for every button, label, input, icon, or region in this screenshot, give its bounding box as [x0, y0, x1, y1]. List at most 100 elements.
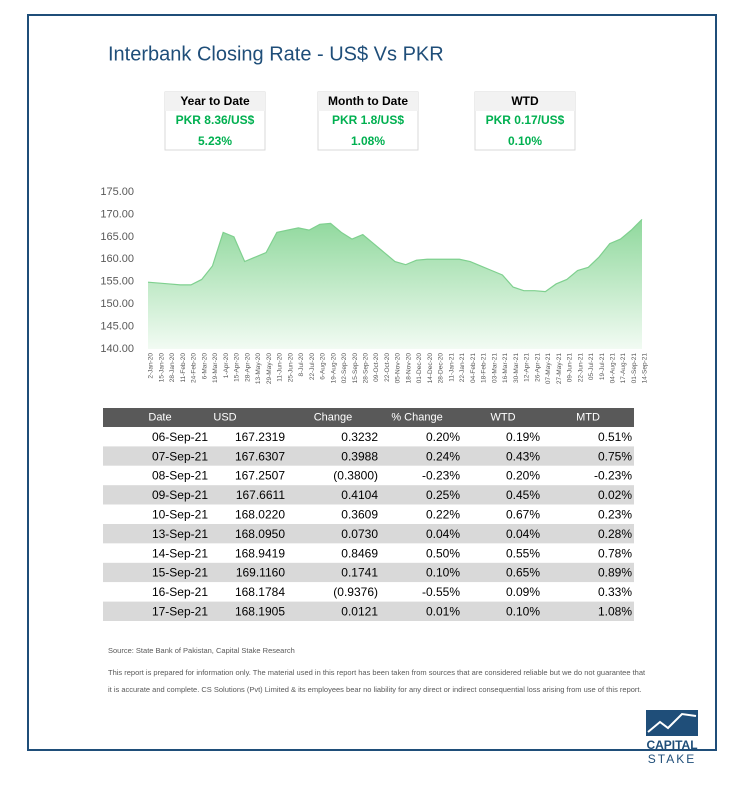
column-header: USD [213, 411, 236, 423]
table-cell: 169.1160 [236, 566, 285, 580]
table-row [103, 543, 634, 563]
table-cell: 16-Sep-21 [152, 585, 208, 599]
x-tick-label: 19-Jul-21 [599, 353, 606, 380]
table-cell: 0.22% [426, 507, 460, 521]
table-cell: 0.0121 [341, 604, 378, 618]
table-cell: 17-Sep-21 [152, 604, 208, 618]
box-value: PKR 1.8/US$ [332, 113, 404, 127]
x-tick-label: 13-May-20 [255, 353, 262, 384]
x-tick-label: 26-Apr-21 [534, 353, 541, 382]
table-cell: 168.1905 [235, 604, 285, 618]
table-cell: 0.78% [598, 546, 632, 560]
x-tick-label: 15-Jan-20 [158, 353, 165, 383]
source: Source: State Bank of Pakistan, Capital … [108, 646, 295, 655]
y-tick-label: 170.00 [100, 208, 134, 220]
table-cell: 0.45% [506, 488, 540, 502]
table-cell: 13-Sep-21 [152, 527, 208, 541]
disclaimer: This report is prepared for information … [108, 668, 646, 677]
x-tick-label: 6-Mar-20 [201, 353, 208, 380]
x-tick-label: 12-Apr-21 [524, 353, 531, 382]
table-cell: 0.23% [598, 507, 632, 521]
table-cell: -0.23% [594, 469, 632, 483]
x-tick-label: 22-Jun-21 [577, 353, 584, 383]
table-cell: 0.09% [506, 585, 540, 599]
table-cell: 168.1784 [235, 585, 285, 599]
x-tick-label: 15-Sep-20 [352, 353, 359, 384]
column-header: Change [314, 411, 353, 423]
table-cell: 0.51% [598, 430, 632, 444]
x-tick-label: 19-Mar-20 [212, 353, 219, 383]
table-cell: 0.50% [426, 546, 460, 560]
table-cell: 0.01% [426, 604, 460, 618]
x-tick-label: 22-Jul-20 [309, 353, 316, 380]
column-header: WTD [490, 411, 515, 423]
box-header [475, 92, 575, 111]
x-tick-label: 27-May-21 [556, 353, 563, 384]
logo-line [647, 712, 697, 733]
y-tick-label: 175.00 [100, 186, 134, 198]
table-cell: 0.4104 [341, 488, 378, 502]
table-cell: (0.3800) [333, 469, 378, 483]
table-cell: 0.04% [506, 527, 540, 541]
table-cell: 0.20% [426, 430, 460, 444]
box-value: 1.08% [351, 134, 385, 148]
table-cell: 168.0220 [235, 507, 285, 521]
table-cell: 0.43% [506, 449, 540, 463]
table-cell: 0.67% [506, 507, 540, 521]
table-cell: 0.75% [598, 449, 632, 463]
x-tick-label: 01-Dec-20 [416, 353, 423, 384]
table-cell: 168.9419 [235, 546, 285, 560]
logo-text: CAPITAL [646, 738, 697, 752]
y-tick-label: 150.00 [100, 298, 134, 310]
table-cell: 0.24% [426, 449, 460, 463]
x-tick-label: 22-Jan-21 [459, 353, 466, 383]
table-cell: 06-Sep-21 [152, 430, 208, 444]
table-row [103, 465, 634, 486]
table-row [103, 562, 634, 583]
summary-boxes: Year to Date PKR 8.36/US$ 5.23% Month to Da… [164, 91, 576, 151]
x-tick-label: 18-Feb-21 [481, 353, 488, 383]
table-row [103, 485, 634, 505]
table-cell: 0.10% [506, 604, 540, 618]
table-cell: 0.1741 [341, 566, 378, 580]
box-value: 5.23% [198, 134, 232, 148]
x-tick-label: 04-Feb-21 [470, 353, 477, 383]
table-cell: 0.04% [426, 527, 460, 541]
x-tick-label: 09-Jun-21 [567, 353, 574, 383]
x-tick-label: 8-Jul-20 [298, 353, 305, 377]
box-header [165, 92, 265, 111]
x-tick-label: 22-Oct-20 [384, 353, 391, 382]
title: Interbank Closing Rate - US$ Vs PKR [108, 43, 444, 65]
table-cell: 167.6611 [236, 488, 285, 502]
x-tick-label: 1-Apr-20 [223, 353, 230, 379]
disclaimer: it is accurate and complete. CS Solution… [108, 685, 642, 694]
table-cell: 0.3988 [341, 449, 378, 463]
x-tick-label: 2-Jan-20 [148, 353, 155, 379]
logo-text: STAKE [648, 752, 696, 766]
table-cell: 0.3232 [341, 430, 378, 444]
table-cell: 0.3609 [341, 507, 378, 521]
x-tick-label: 03-Mar-21 [491, 353, 498, 383]
x-tick-label: 18-Nov-20 [405, 353, 412, 384]
box-value: PKR 8.36/US$ [176, 113, 255, 127]
table-row [103, 582, 634, 602]
box-label: Month to Date [328, 94, 408, 108]
table-cell: 09-Sep-21 [152, 488, 208, 502]
chart: 140.00 145.00 150.00 155.00 160.00 165.00 170.… [100, 186, 648, 384]
table-row [103, 504, 634, 524]
table-cell: 1.08% [598, 604, 632, 618]
table-cell: 0.65% [506, 566, 540, 580]
x-tick-label: 15-Apr-20 [234, 353, 241, 382]
table-cell: 14-Sep-21 [152, 546, 208, 560]
table-cell: -0.55% [422, 585, 460, 599]
x-tick-label: 05-Jul-21 [588, 353, 595, 380]
x-tick-label: 16-Mar-21 [502, 353, 509, 383]
table: Date USD Change % Change WTD MTD 06-Sep-21 167.… [103, 408, 634, 621]
x-tick-label: 02-Sep-20 [341, 353, 348, 384]
table-cell: 167.2319 [235, 430, 285, 444]
y-tick-label: 140.00 [100, 343, 134, 355]
table-cell: 07-Sep-21 [152, 449, 208, 463]
x-tick-label: 07-May-21 [545, 353, 552, 384]
x-tick-label: 11-Feb-20 [180, 353, 187, 383]
